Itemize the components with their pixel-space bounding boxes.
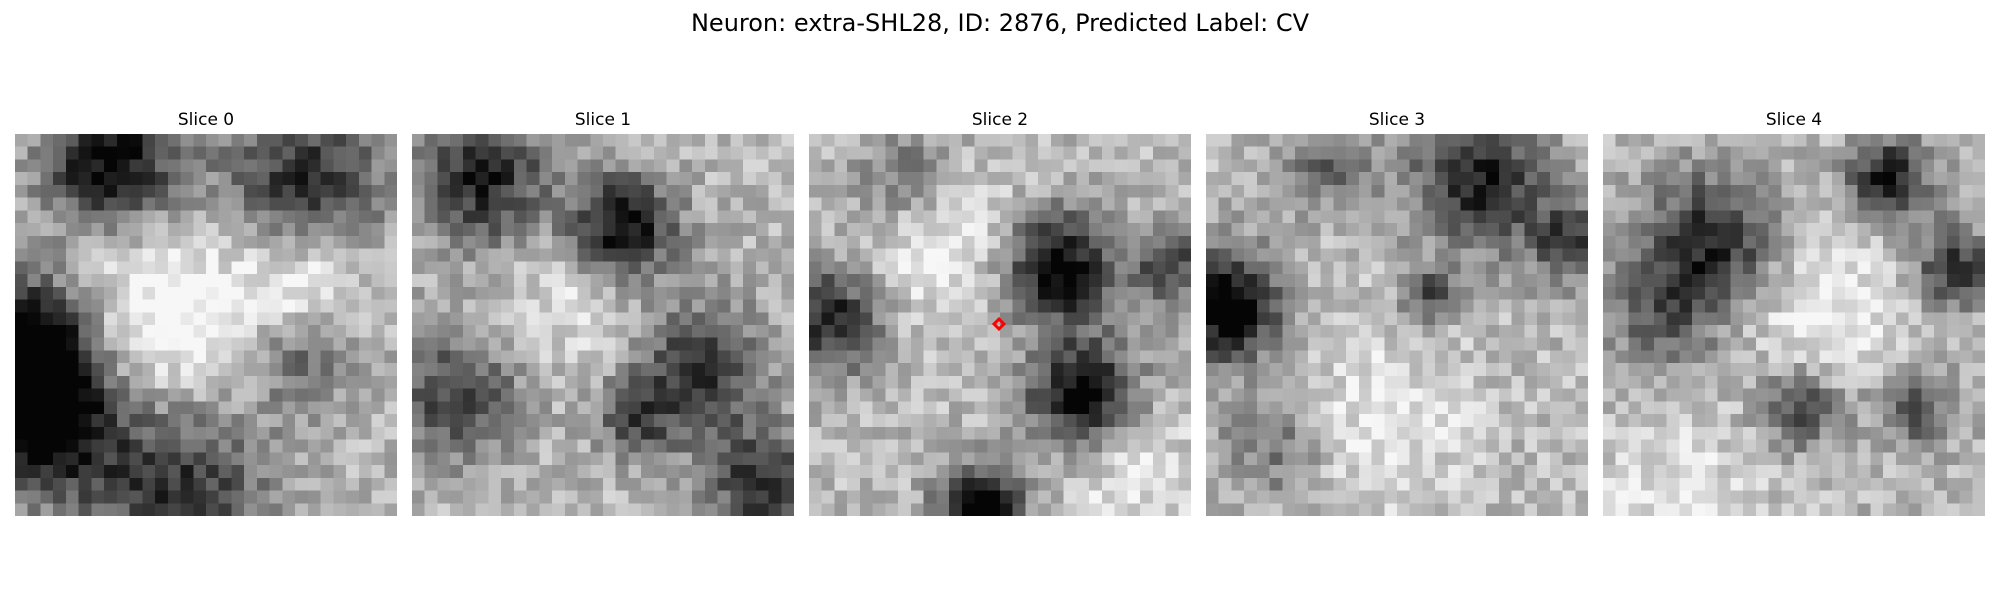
slice-title: Slice 1 — [574, 110, 632, 130]
slice-image — [412, 134, 794, 516]
slice-title: Slice 4 — [1765, 110, 1823, 130]
slice-image — [15, 134, 397, 516]
slice-title: Slice 2 — [971, 110, 1029, 130]
slice-title: Slice 0 — [177, 110, 235, 130]
slice-panel-0: Slice 0 — [15, 108, 397, 516]
figure-title: Neuron: extra-SHL28, ID: 2876, Predicted… — [690, 9, 1310, 37]
slice-panel-1: Slice 1 — [412, 108, 794, 516]
slice-panel-3: Slice 3 — [1206, 108, 1588, 516]
slice-image — [1603, 134, 1985, 516]
slice-image — [1206, 134, 1588, 516]
slice-image — [809, 134, 1191, 516]
slice-panel-4: Slice 4 — [1603, 108, 1985, 516]
slice-title: Slice 3 — [1368, 110, 1426, 130]
slice-panel-2: Slice 2 — [809, 108, 1191, 516]
